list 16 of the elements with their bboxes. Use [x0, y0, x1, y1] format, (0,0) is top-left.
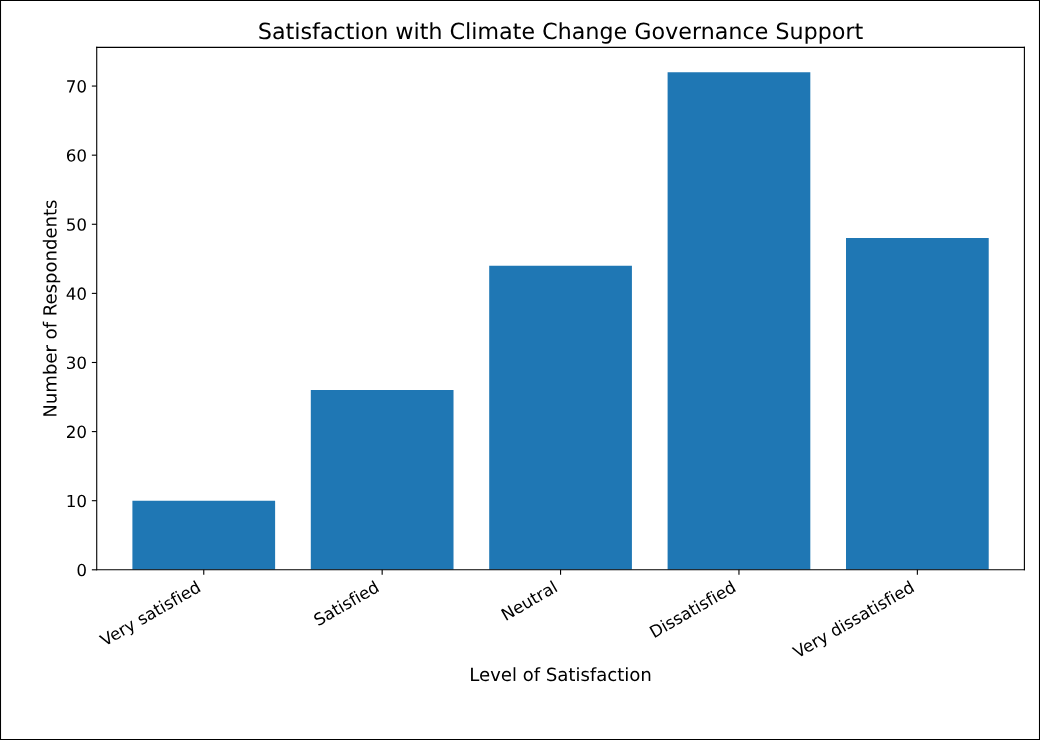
- y-tick-label: 30: [67, 356, 86, 370]
- bar: [489, 265, 632, 570]
- bar: [846, 238, 989, 570]
- y-tick-label: 50: [67, 218, 86, 231]
- y-axis-title: Number of Respondents: [42, 200, 61, 416]
- x-axis-title: Level of Satisfaction: [471, 667, 651, 682]
- y-tick-label: 40: [66, 287, 86, 300]
- y-tick-label: 10: [67, 494, 86, 508]
- bar: [132, 500, 276, 570]
- bar: [667, 72, 811, 570]
- bar: [310, 390, 454, 570]
- y-tick-label: 0: [77, 563, 86, 577]
- chart-title: Satisfaction with Climate Change Governance Support: [259, 22, 863, 44]
- y-tick-label: 70: [67, 80, 86, 93]
- y-tick-label: 20: [67, 425, 86, 439]
- y-tick-label: 60: [66, 149, 86, 162]
